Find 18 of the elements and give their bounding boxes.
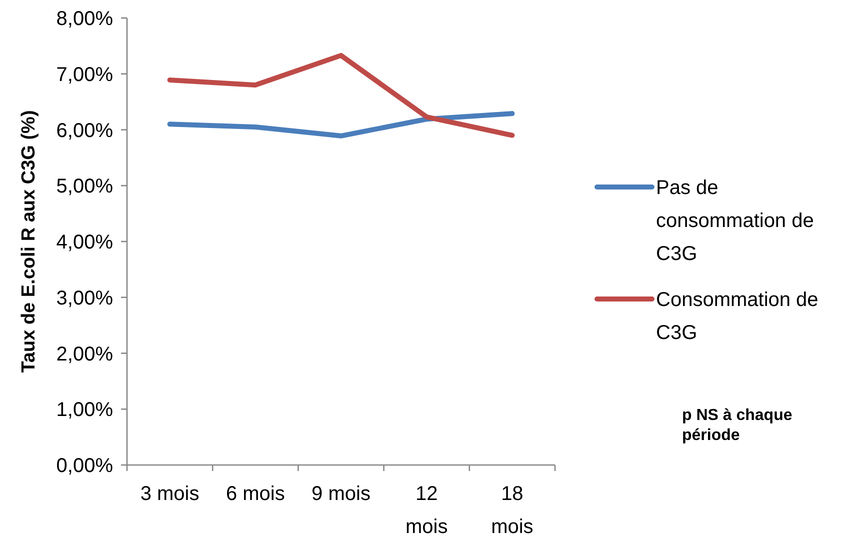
x-tick-label: 9 mois <box>312 483 370 505</box>
x-tick-label: 12 mois <box>405 483 448 538</box>
y-tick-label: 1,00% <box>56 399 114 422</box>
y-tick-label: 3,00% <box>56 287 114 310</box>
y-axis-title: Taux de E.coli R aux C3G (%) <box>18 110 40 373</box>
y-tick-label: 6,00% <box>56 120 114 142</box>
x-tick-label: 3 mois <box>140 483 200 505</box>
y-tick-label: 7,00% <box>56 64 114 86</box>
text: p NS à chaque période <box>682 407 792 444</box>
y-tick-label: 2,00% <box>56 343 114 366</box>
y-tick-label: 5,00% <box>56 176 114 198</box>
x-tick-label: 6 mois <box>226 483 285 505</box>
legend-label: Pas de consommation de C3G <box>656 177 814 265</box>
y-tick-label: 4,00% <box>56 232 114 254</box>
x-tick-label: 18 mois <box>491 483 534 538</box>
legend-label: Consommation de C3G <box>656 289 818 344</box>
y-tick-label: 8,00% <box>56 8 114 30</box>
y-tick-label: 0,00% <box>56 455 114 477</box>
